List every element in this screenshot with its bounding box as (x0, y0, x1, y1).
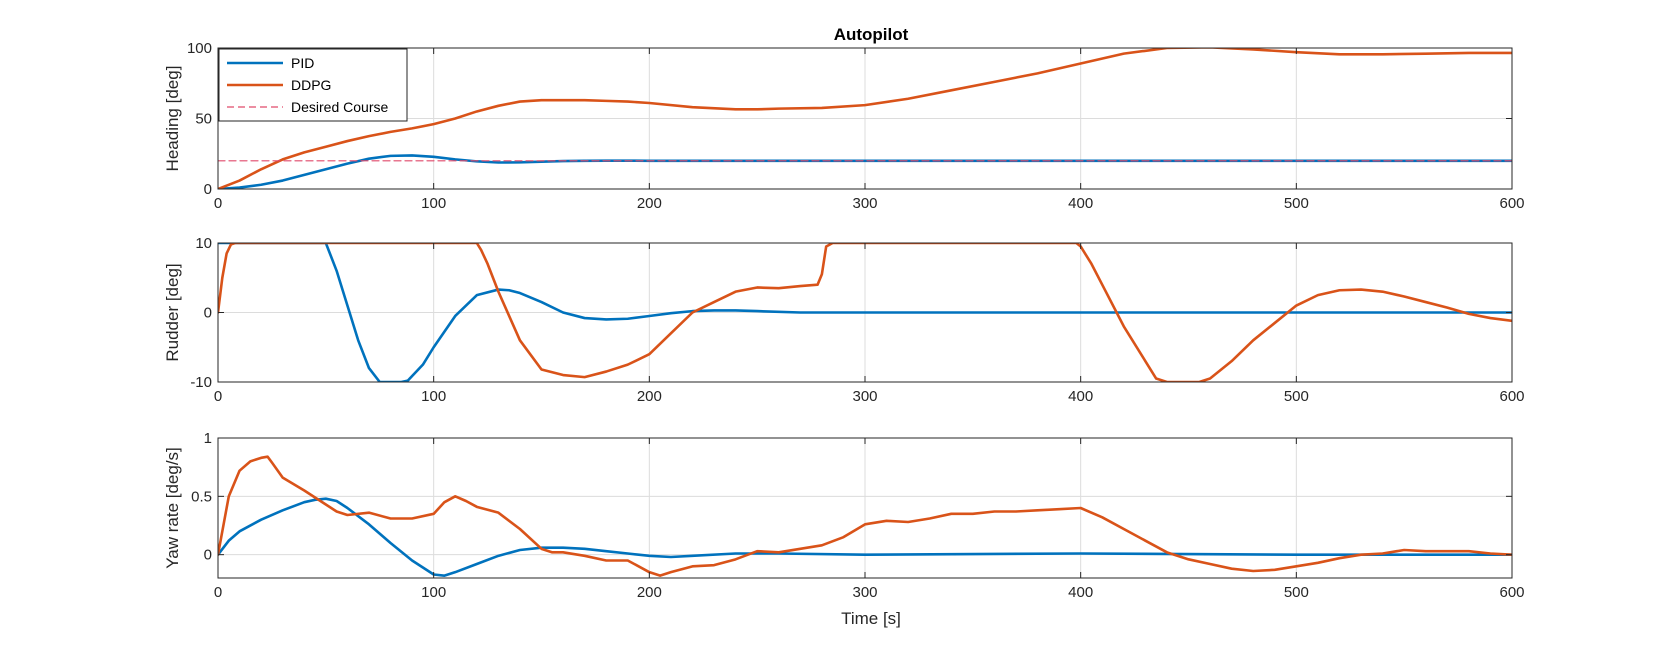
x-tick-label: 300 (852, 584, 877, 601)
y-tick-label: -10 (190, 374, 212, 391)
series-group (218, 48, 1512, 189)
y-tick-label: 0 (204, 181, 212, 198)
x-tick-label: 400 (1068, 195, 1093, 212)
x-tick-label: 200 (637, 388, 662, 405)
series-line-pid (218, 243, 1512, 382)
legend-label: PID (291, 55, 314, 71)
x-tick-label: 100 (421, 584, 446, 601)
series-line-ddpg (218, 455, 1512, 577)
y-axis-label: Yaw rate [deg/s] (163, 447, 182, 569)
y-tick-label: 0.5 (191, 488, 212, 505)
series-group (218, 455, 1512, 577)
x-tick-label: 0 (214, 584, 222, 601)
legend-label: DDPG (291, 77, 331, 93)
x-tick-label: 0 (214, 195, 222, 212)
y-axis-label: Rudder [deg] (163, 263, 182, 361)
x-tick-label: 0 (214, 388, 222, 405)
x-tick-label: 500 (1284, 388, 1309, 405)
x-tick-label: 300 (852, 388, 877, 405)
x-tick-label: 600 (1499, 584, 1524, 601)
subplot-3: 0 100 200 300 400 500 600 0 0.5 1 Yaw rate [deg/s] (163, 430, 1525, 601)
series-line-ddpg (218, 243, 1512, 382)
y-tick-label: 100 (187, 40, 212, 57)
x-tick-label: 400 (1068, 584, 1093, 601)
y-tick-label: 0 (204, 547, 212, 564)
figure-title: Autopilot (834, 25, 909, 44)
series-group (218, 243, 1512, 382)
x-tick-label: 600 (1499, 388, 1524, 405)
x-tick-label: 500 (1284, 195, 1309, 212)
subplot-1: 0 100 200 300 400 500 600 0 50 100 Heading [deg] PI… (163, 40, 1525, 212)
y-axis-label: Heading [deg] (163, 66, 182, 172)
y-tick-label: 50 (195, 111, 212, 128)
x-tick-label: 600 (1499, 195, 1524, 212)
x-tick-label: 500 (1284, 584, 1309, 601)
x-tick-label: 400 (1068, 388, 1093, 405)
legend: PID DDPG Desired Course (218, 48, 408, 122)
y-tick-label: 0 (204, 305, 212, 322)
legend-label: Desired Course (291, 99, 388, 115)
x-tick-label: 100 (421, 195, 446, 212)
series-line-pid (218, 497, 1512, 577)
x-tick-label: 200 (637, 195, 662, 212)
x-axis-label: Time [s] (841, 609, 901, 628)
series-line-ddpg (218, 48, 1512, 189)
x-tick-label: 100 (421, 388, 446, 405)
y-tick-label: 1 (204, 430, 212, 447)
x-tick-label: 300 (852, 195, 877, 212)
x-tick-label: 200 (637, 584, 662, 601)
y-tick-label: 10 (195, 235, 212, 252)
